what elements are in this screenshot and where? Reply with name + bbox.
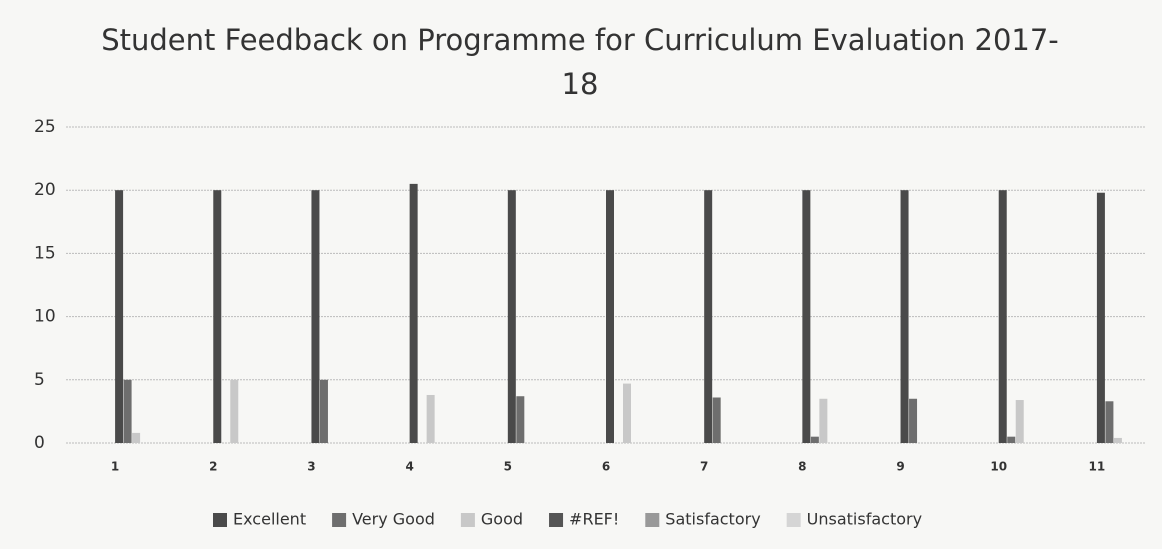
x-tick-label: 5 — [504, 460, 512, 474]
legend-swatch — [213, 513, 227, 527]
bar — [900, 190, 909, 443]
bar — [810, 436, 819, 443]
bar — [507, 190, 516, 443]
y-tick-label: 15 — [34, 243, 56, 263]
bar — [998, 190, 1007, 443]
bar — [704, 190, 713, 443]
y-tick-label: 0 — [34, 433, 45, 453]
x-tick-label: 9 — [896, 460, 904, 474]
x-tick-label: 11 — [1089, 460, 1106, 474]
bar — [516, 396, 525, 443]
y-tick-label: 5 — [34, 370, 45, 390]
legend-swatch — [460, 513, 475, 527]
bar — [819, 398, 828, 443]
bar — [1015, 400, 1024, 443]
bar — [802, 190, 811, 443]
bar — [1007, 436, 1016, 443]
bar — [319, 379, 328, 443]
x-tick-label: 4 — [405, 460, 413, 474]
legend-label: #REF! — [569, 510, 619, 529]
y-tick-label: 10 — [34, 307, 56, 327]
legend-swatch — [332, 513, 347, 527]
chart-title: Student Feedback on Programme for Curric… — [101, 23, 1059, 101]
x-tick-label: 3 — [307, 460, 315, 474]
legend-swatch — [549, 513, 564, 527]
bar — [1096, 192, 1105, 443]
bar — [426, 394, 435, 443]
legend-swatch — [645, 513, 660, 527]
bar — [1113, 437, 1122, 443]
bar — [311, 190, 320, 443]
bar — [409, 183, 418, 443]
x-tick-label: 8 — [798, 460, 806, 474]
bar — [132, 432, 141, 443]
x-tick-label: 7 — [700, 460, 708, 474]
bar — [115, 190, 124, 443]
x-tick-label: 10 — [990, 460, 1007, 474]
legend-label: Satisfactory — [665, 510, 760, 529]
bar — [1105, 401, 1114, 443]
bar — [213, 190, 222, 443]
bar — [623, 383, 631, 443]
y-tick-label: 25 — [34, 117, 56, 137]
x-tick-label: 2 — [209, 460, 217, 474]
bar — [909, 398, 918, 443]
legend-swatch — [786, 513, 801, 527]
legend-label: Excellent — [233, 510, 306, 529]
x-tick-label: 6 — [602, 460, 610, 474]
legend-label: Very Good — [352, 510, 435, 529]
y-tick-label: 20 — [34, 180, 56, 200]
bar — [712, 397, 721, 443]
bar — [230, 379, 239, 443]
x-tick-label: 1 — [111, 460, 119, 474]
legend-label: Unsatisfactory — [807, 510, 922, 529]
bar — [123, 379, 132, 443]
bar — [606, 190, 614, 443]
legend-label: Good — [481, 510, 523, 529]
